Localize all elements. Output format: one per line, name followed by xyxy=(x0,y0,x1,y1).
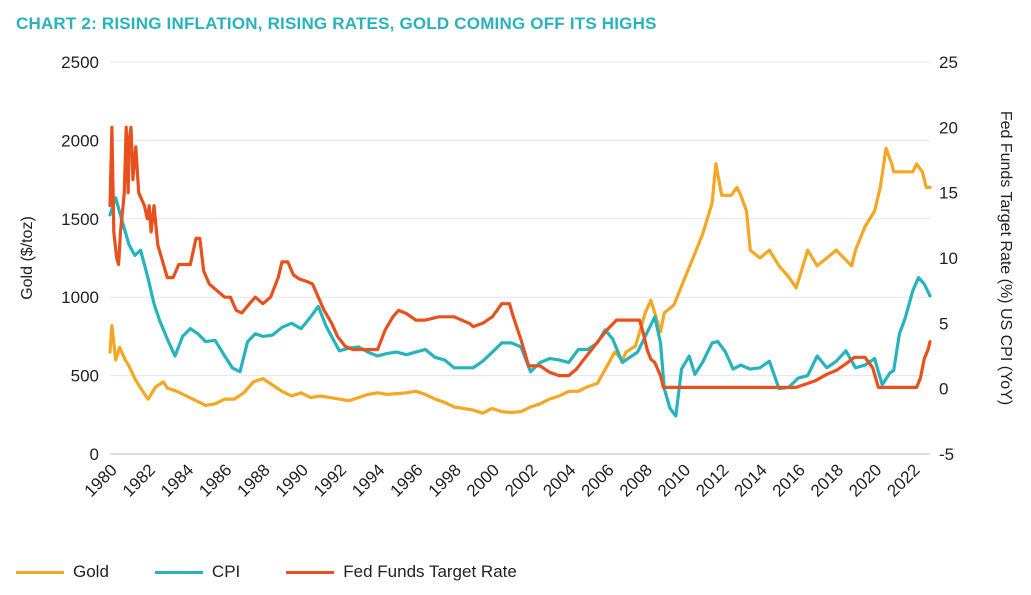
left-tick-label: 1500 xyxy=(61,210,99,229)
x-tick-label: 1992 xyxy=(310,460,350,500)
left-tick-label: 500 xyxy=(71,367,99,386)
x-tick-label: 2016 xyxy=(769,460,809,500)
x-tick-label: 2012 xyxy=(692,460,732,500)
right-tick-label: 15 xyxy=(939,184,958,203)
x-tick-label: 1996 xyxy=(386,460,426,500)
x-tick-label: 1998 xyxy=(425,460,465,500)
x-tick-label: 2008 xyxy=(616,460,656,500)
legend-label-gold: Gold xyxy=(73,562,109,581)
x-tick-label: 1990 xyxy=(272,460,312,500)
legend-item-cpi: CPI xyxy=(154,562,241,582)
gridlines xyxy=(110,61,930,455)
x-tick-label: 1988 xyxy=(234,460,274,500)
left-tick-label: 0 xyxy=(90,445,99,464)
series-line-fed-funds-target-rate xyxy=(108,125,932,389)
x-tick-label: 2022 xyxy=(883,460,923,500)
right-axis-label: Fed Funds Target Rate (%) US CPI (YoY) xyxy=(997,111,1014,405)
x-tick-label: 1986 xyxy=(195,460,235,500)
legend-swatch-cpi xyxy=(154,570,203,574)
x-tick-label: 2004 xyxy=(539,460,579,500)
x-tick-label: 2018 xyxy=(807,460,847,500)
left-tick-label: 2500 xyxy=(61,53,99,72)
legend-item-gold: Gold xyxy=(16,562,109,582)
legend-swatch-gold xyxy=(16,570,64,574)
right-tick-label: 10 xyxy=(939,249,958,268)
x-tick-label: 1984 xyxy=(157,460,197,500)
left-axis-label: Gold ($/toz) xyxy=(19,216,36,300)
right-tick-label: 5 xyxy=(939,314,948,333)
left-axis-ticks: 0 500 1000 1500 2000 2500 xyxy=(61,53,99,464)
legend: Gold CPI Fed Funds Target Rate xyxy=(16,562,563,582)
x-tick-label: 1994 xyxy=(348,460,388,500)
series-lines xyxy=(108,125,932,418)
x-tick-label: 1982 xyxy=(119,460,159,500)
right-tick-label: 25 xyxy=(939,53,958,72)
legend-label-cpi: CPI xyxy=(211,562,241,581)
right-tick-label: 20 xyxy=(939,118,958,137)
series-line-gold xyxy=(108,146,932,415)
series-line-cpi xyxy=(108,196,932,418)
x-tick-label: 2014 xyxy=(731,460,771,500)
legend-swatch-fed xyxy=(286,570,335,574)
left-tick-label: 1000 xyxy=(61,288,99,307)
x-tick-label: 1980 xyxy=(81,460,121,500)
right-axis-ticks: -5 0 5 10 15 20 25 xyxy=(939,53,958,464)
x-tick-label: 2020 xyxy=(845,460,885,500)
x-axis-ticks: 1980198219841986198819901992199419961998… xyxy=(81,453,930,501)
right-tick-label: -5 xyxy=(939,445,954,464)
right-tick-label: 0 xyxy=(939,380,948,399)
x-tick-label: 2010 xyxy=(654,460,694,500)
legend-item-fed: Fed Funds Target Rate xyxy=(286,562,517,582)
legend-label-fed: Fed Funds Target Rate xyxy=(343,562,517,581)
chart-title: CHART 2: RISING INFLATION, RISING RATES,… xyxy=(16,14,657,33)
x-tick-label: 2002 xyxy=(501,460,541,500)
left-tick-label: 2000 xyxy=(61,131,99,150)
x-tick-label: 2006 xyxy=(578,460,618,500)
x-tick-label: 2000 xyxy=(463,460,503,500)
